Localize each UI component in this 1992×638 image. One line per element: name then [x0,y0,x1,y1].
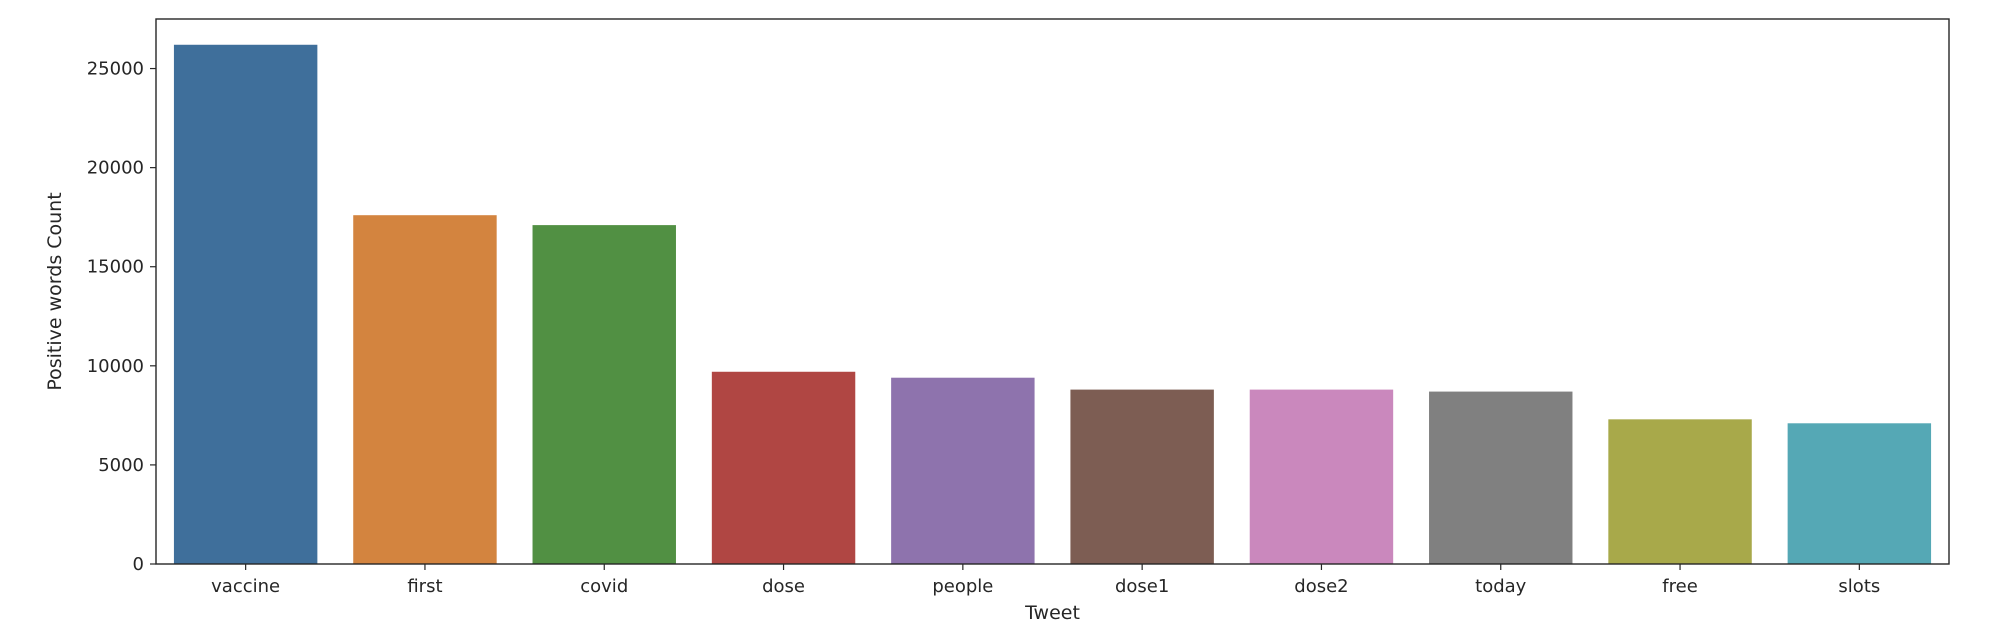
bar-today [1429,391,1573,564]
x-tick-label: dose1 [1115,576,1169,597]
x-tick-label: dose [762,576,805,597]
y-tick-label: 25000 [87,59,144,80]
x-axis-title: Tweet [1024,602,1080,624]
y-axis-title: Positive words Count [44,192,66,390]
bar-free [1608,419,1752,564]
bar-covid [532,225,676,565]
x-tick-label: first [407,576,442,597]
bar-vaccine [173,44,318,565]
x-tick-label: people [932,576,993,597]
bar-dose [711,371,856,564]
x-tick-label: slots [1838,576,1880,597]
x-tick-label: vaccine [211,576,280,597]
y-tick-label: 10000 [87,356,144,377]
bar-dose2 [1249,389,1394,564]
y-tick-label: 20000 [87,158,144,179]
y-tick-label: 0 [133,554,144,575]
bar-slots [1787,423,1932,564]
bar-dose1 [1070,389,1214,564]
x-tick-label: dose2 [1294,576,1348,597]
x-tick-label: covid [580,576,628,597]
bars [173,44,1932,565]
x-tick-label: today [1475,576,1527,597]
y-tick-label: 15000 [87,257,144,278]
x-tick-label: free [1662,576,1698,597]
y-tick-label: 5000 [98,455,144,476]
bar-people [891,377,1035,564]
plot-frame [155,18,1950,565]
x-axis: vaccine first covid dose people dose1 dose2 tod… [211,564,1880,597]
bar-first [353,215,497,564]
y-axis: 0 5000 10000 15000 20000 25000 [87,59,156,575]
